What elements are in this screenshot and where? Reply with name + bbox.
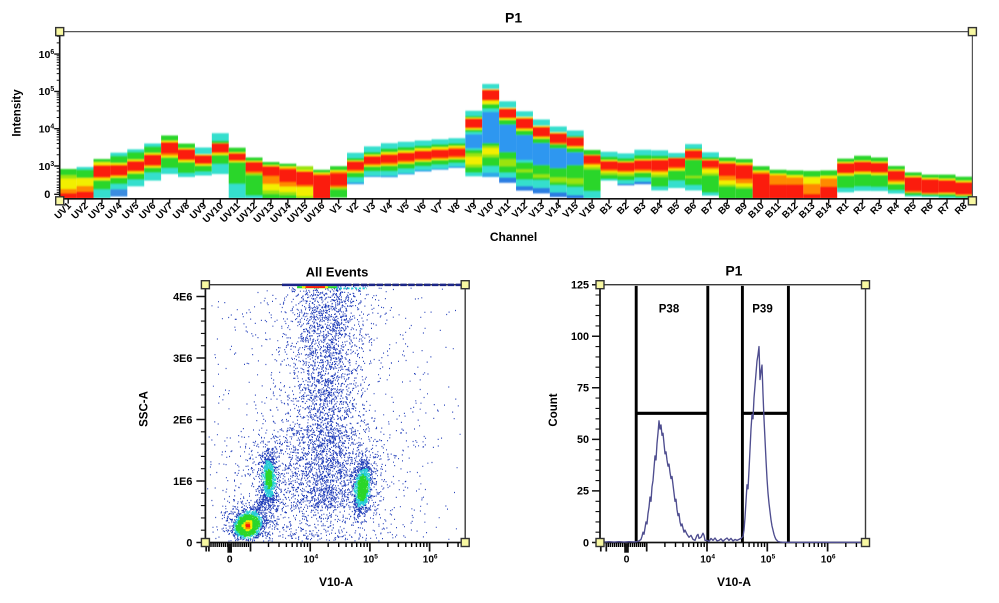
svg-text:105: 105: [363, 554, 378, 566]
svg-text:4E6: 4E6: [173, 291, 192, 303]
svg-text:50: 50: [577, 434, 589, 446]
svg-text:0: 0: [583, 537, 589, 549]
svg-text:All Events: All Events: [306, 264, 369, 279]
svg-text:P39: P39: [752, 304, 772, 316]
svg-text:100: 100: [571, 331, 589, 343]
svg-text:P1: P1: [505, 10, 522, 26]
svg-text:3E6: 3E6: [173, 353, 192, 365]
svg-text:0: 0: [44, 189, 50, 201]
svg-text:P1: P1: [725, 263, 742, 279]
svg-text:V10-A: V10-A: [319, 575, 353, 589]
svg-text:104: 104: [303, 554, 318, 566]
svg-text:125: 125: [571, 280, 589, 292]
svg-text:105: 105: [761, 554, 776, 566]
svg-text:0: 0: [227, 554, 233, 566]
svg-text:1E6: 1E6: [173, 476, 192, 488]
svg-text:106: 106: [821, 554, 836, 566]
svg-text:104: 104: [700, 554, 715, 566]
svg-text:P38: P38: [659, 304, 680, 316]
svg-text:0: 0: [186, 537, 192, 549]
svg-text:V10-A: V10-A: [717, 575, 751, 589]
svg-text:2E6: 2E6: [173, 414, 192, 426]
svg-text:75: 75: [577, 383, 589, 395]
svg-text:SSC-A: SSC-A: [139, 391, 151, 427]
svg-text:0: 0: [624, 554, 630, 566]
svg-text:25: 25: [577, 486, 589, 498]
svg-text:Count: Count: [548, 393, 560, 426]
svg-text:106: 106: [423, 554, 438, 566]
svg-text:Intensity: Intensity: [12, 89, 24, 137]
svg-text:Channel: Channel: [490, 230, 537, 244]
